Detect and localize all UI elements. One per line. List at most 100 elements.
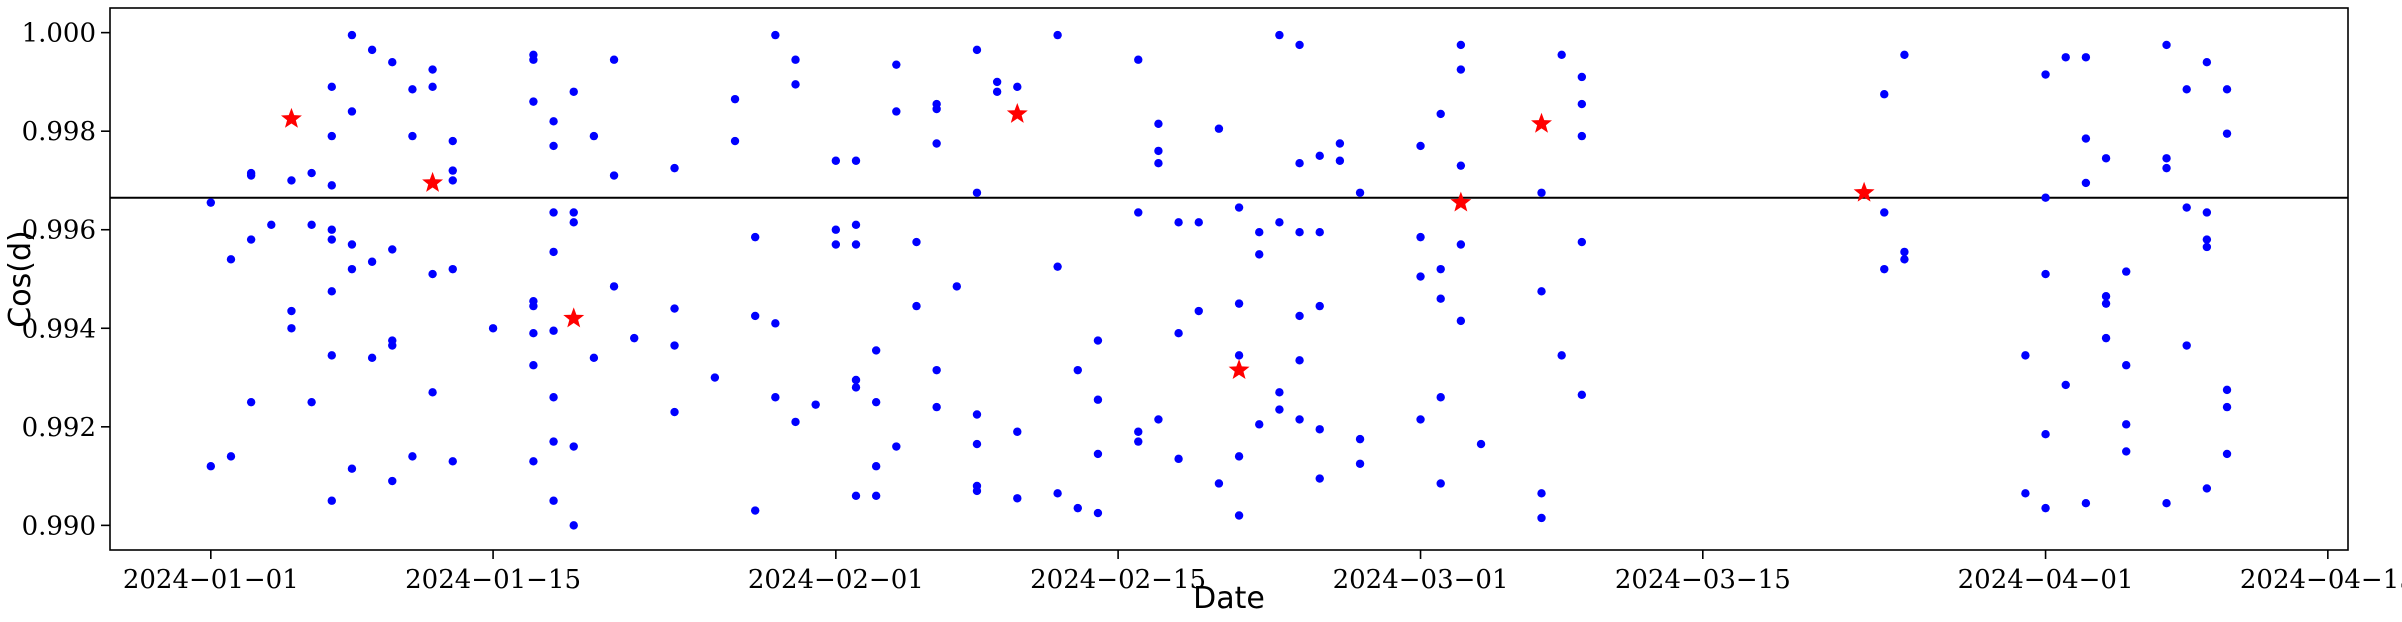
data-point xyxy=(771,30,780,40)
data-point xyxy=(2222,85,2232,94)
data-point xyxy=(2081,178,2091,188)
data-point xyxy=(2122,361,2131,370)
data-point xyxy=(2162,154,2171,163)
data-point xyxy=(710,373,720,382)
data-point xyxy=(529,55,538,64)
data-point xyxy=(347,107,357,116)
data-point xyxy=(1880,208,1889,217)
data-point xyxy=(287,324,296,333)
data-point xyxy=(831,240,841,249)
data-point xyxy=(2061,380,2070,390)
data-point xyxy=(811,400,820,409)
data-point xyxy=(206,462,216,471)
data-point xyxy=(428,269,437,279)
data-point xyxy=(630,333,639,343)
data-point xyxy=(549,496,558,505)
data-point xyxy=(791,417,800,427)
data-point xyxy=(2202,242,2212,252)
data-point xyxy=(2222,385,2232,395)
data-point xyxy=(1335,156,1345,165)
data-point xyxy=(1013,427,1022,436)
data-point xyxy=(327,225,336,234)
highlighted-points xyxy=(281,102,1875,380)
data-point xyxy=(1053,489,1062,498)
data-point xyxy=(1416,415,1425,424)
data-point xyxy=(549,437,558,446)
data-point xyxy=(408,85,417,94)
data-point xyxy=(2041,430,2050,439)
data-point xyxy=(2202,484,2212,493)
data-point xyxy=(1134,55,1143,64)
data-point xyxy=(1436,264,1445,274)
data-point xyxy=(1436,294,1445,303)
data-point xyxy=(1053,30,1062,40)
data-point xyxy=(1194,306,1203,316)
data-point xyxy=(428,65,437,74)
data-point xyxy=(750,506,760,515)
data-point xyxy=(1456,240,1466,249)
data-point xyxy=(932,402,941,412)
data-point xyxy=(1093,449,1103,459)
data-point xyxy=(851,375,861,385)
data-point xyxy=(791,55,800,64)
data-point xyxy=(972,45,982,55)
data-point xyxy=(1537,513,1546,523)
data-point xyxy=(1234,299,1244,308)
data-point xyxy=(912,237,921,247)
data-point xyxy=(2061,53,2070,62)
data-point xyxy=(226,255,236,264)
data-point xyxy=(2101,299,2111,308)
y-tick-label: 0.992 xyxy=(22,413,96,443)
data-point xyxy=(932,139,941,148)
highlight-star xyxy=(1450,191,1472,212)
data-point xyxy=(2162,498,2171,508)
highlight-star xyxy=(563,307,585,328)
data-point xyxy=(1275,405,1284,414)
data-point xyxy=(1234,452,1244,461)
data-point xyxy=(771,319,780,328)
data-point xyxy=(2202,208,2212,217)
data-point xyxy=(730,94,740,104)
data-point xyxy=(1154,415,1163,424)
data-point xyxy=(851,491,861,500)
data-point xyxy=(488,324,498,333)
data-point xyxy=(972,439,982,449)
data-point xyxy=(2041,193,2050,202)
data-point xyxy=(1214,479,1224,488)
data-point xyxy=(972,188,982,197)
data-point xyxy=(1255,227,1264,237)
data-point xyxy=(1255,250,1264,259)
data-point xyxy=(871,397,881,407)
data-point xyxy=(307,220,316,229)
data-point xyxy=(670,163,679,173)
y-tick-label: 0.990 xyxy=(22,511,96,541)
data-point xyxy=(2202,235,2212,244)
data-point xyxy=(529,329,538,338)
data-point xyxy=(851,383,861,392)
data-point xyxy=(1900,50,1909,60)
data-point xyxy=(831,225,841,234)
data-point xyxy=(2182,341,2191,350)
data-point xyxy=(1537,489,1546,498)
data-point xyxy=(1154,119,1163,128)
data-point xyxy=(1557,50,1566,60)
data-point xyxy=(367,257,377,266)
data-point xyxy=(1476,439,1486,449)
data-point xyxy=(347,30,357,40)
data-point xyxy=(831,156,841,165)
data-point xyxy=(1295,227,1304,237)
data-point xyxy=(2222,129,2232,138)
x-tick-label: 2024−02−01 xyxy=(748,565,924,595)
data-point xyxy=(1456,161,1466,170)
data-point xyxy=(1093,336,1103,345)
data-point xyxy=(1174,454,1183,464)
data-point xyxy=(670,304,679,313)
data-point xyxy=(448,176,457,185)
data-point xyxy=(1154,146,1163,156)
data-point xyxy=(549,326,558,335)
axes xyxy=(109,7,2349,551)
y-tick-label: 0.998 xyxy=(22,117,96,147)
data-point xyxy=(388,341,397,350)
data-points xyxy=(206,30,2232,530)
data-point xyxy=(1416,272,1425,281)
